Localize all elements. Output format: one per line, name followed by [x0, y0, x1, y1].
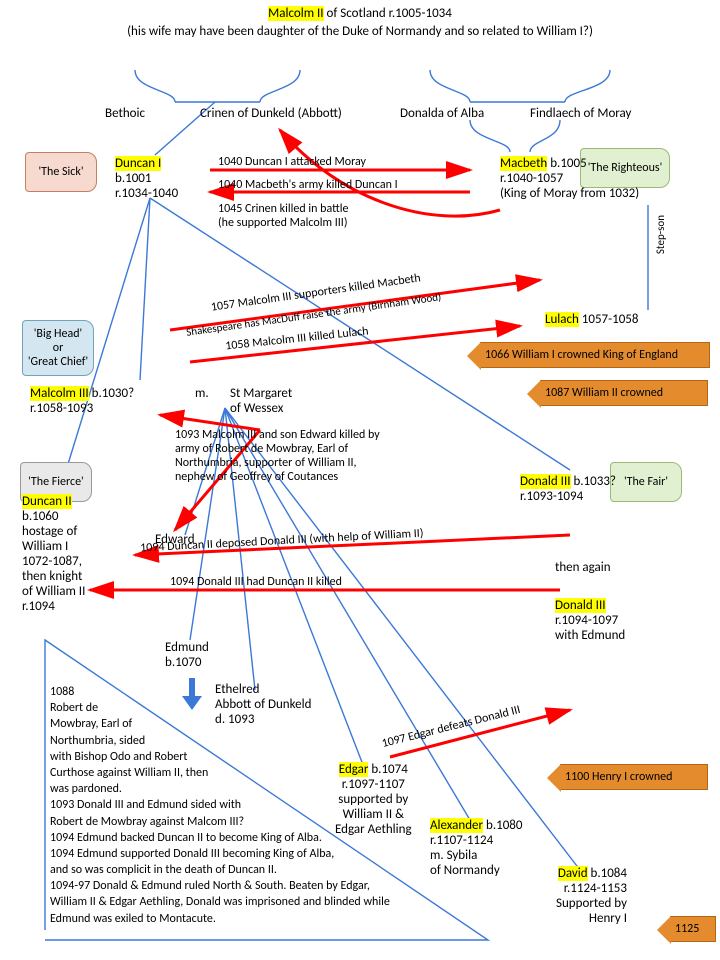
ev-1040b: 1040 Macbeth's army killed Duncan I [218, 178, 398, 192]
flag-fair: 'The Fair' [610, 462, 682, 502]
ev-1040a: 1040 Duncan I attacked Moray [218, 155, 366, 169]
oa-1066: 1066 William I crowned King of England [480, 342, 710, 368]
oa-1100: 1100 Henry I crowned [560, 764, 708, 790]
title: Malcolm II of Scotland r.1005-1034 [0, 6, 720, 21]
stepson: Step-son [654, 215, 667, 254]
donald3a: Donald III b.1033? r.1093-1094 [520, 474, 616, 504]
lulach: Lulach 1057-1058 [545, 312, 638, 327]
donald3b: Donald III r.1094-1097 with Edmund [555, 598, 625, 643]
duncan1: Duncan I b.1001 r.1034-1040 [115, 156, 178, 201]
duncan2: Duncan II b.1060 hostage of William I 10… [22, 494, 85, 614]
ev-1093: 1093 Malcolm III and son Edward killed b… [175, 428, 380, 484]
ev-1097: 1097 Edgar defeats Donald III [380, 703, 521, 751]
oa-1087: 1087 William II crowned [540, 380, 708, 406]
malcolm3-wife: St Margaret of Wessex [230, 386, 292, 416]
crinen: Crinen of Dunkeld (Abbott) [200, 106, 342, 121]
flag-sick: 'The Sick' [25, 152, 97, 192]
david: David b.1084 r.1124-1153 Supported by He… [556, 866, 627, 926]
edmund: Edmund b.1070 [165, 640, 209, 670]
findlaech: Findlaech of Moray [530, 106, 631, 121]
edward: Edward [155, 532, 195, 547]
bethoic: Bethoic [105, 106, 145, 121]
big-note: 1088 Robert de Mowbray, Earl of Northumb… [50, 684, 390, 927]
malcolm3-m: m. [195, 386, 209, 401]
ev-1094b: 1094 Donald III had Duncan II killed [170, 575, 342, 589]
title-hl: Malcolm II [268, 6, 323, 21]
donald3b-then: then again [555, 560, 611, 575]
ev-1045: 1045 Crinen killed in battle (he support… [218, 202, 348, 230]
donalda: Donalda of Alba [400, 106, 484, 121]
alexander: Alexander b.1080 r.1107-1124 m. Sybila o… [430, 818, 522, 878]
flag-bighead: 'Big Head' or 'Great Chief' [22, 320, 94, 376]
macbeth: Macbeth b.1005 r.1040-1057 (King of Mora… [500, 156, 639, 201]
malcolm3: Malcolm III b.1030? r.1058-1093 [30, 386, 134, 416]
oa-1125: 1125 [670, 916, 716, 942]
subtitle: (his wife may have been daughter of the … [0, 24, 720, 39]
